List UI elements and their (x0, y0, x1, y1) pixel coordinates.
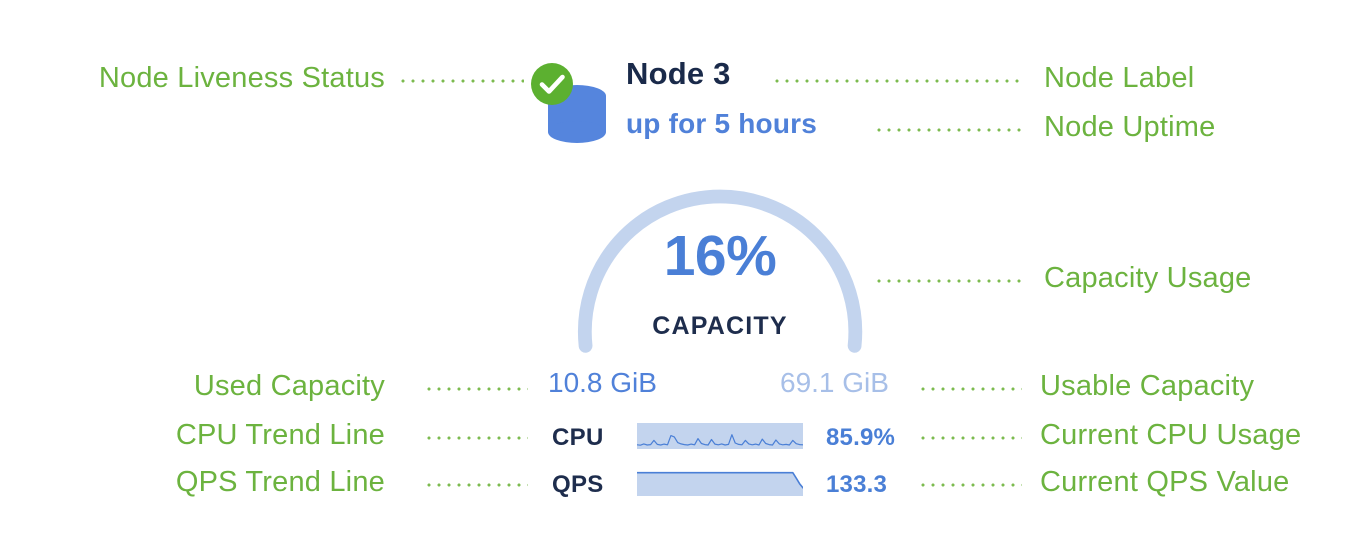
leader-node-uptime (874, 128, 1022, 132)
database-healthy-icon[interactable] (524, 58, 616, 150)
leader-current-cpu-usage (918, 436, 1022, 440)
annotation-qps-trend-line: QPS Trend Line (175, 466, 385, 498)
leader-cpu-trend-line (424, 436, 528, 440)
qps-trend-sparkline[interactable] (636, 470, 804, 496)
leader-capacity-usage (874, 279, 1022, 283)
qps-current-value: 133.3 (826, 471, 888, 498)
leader-node-label (772, 79, 1022, 83)
qps-label: QPS (552, 471, 604, 498)
annotation-node-liveness-status: Node Liveness Status (98, 62, 385, 94)
leader-qps-trend-line (424, 483, 528, 487)
annotation-used-capacity: Used Capacity (193, 370, 385, 402)
leader-current-qps-value (918, 483, 1022, 487)
leader-used-capacity (424, 387, 528, 391)
used-capacity-value: 10.8 GiB (548, 367, 657, 398)
annotation-current-cpu-usage: Current CPU Usage (1040, 419, 1302, 451)
annotation-usable-capacity: Usable Capacity (1040, 370, 1255, 402)
node-label[interactable]: Node 3 (626, 56, 731, 91)
capacity-caption: CAPACITY (652, 312, 788, 340)
gauge-track (578, 189, 863, 353)
leader-node-liveness-status (398, 79, 524, 83)
annotation-node-label: Node Label (1044, 62, 1195, 94)
annotation-cpu-trend-line: CPU Trend Line (175, 419, 385, 451)
leader-usable-capacity (918, 387, 1022, 391)
node-uptime: up for 5 hours (626, 108, 818, 139)
cpu-trend-sparkline[interactable] (636, 423, 804, 449)
cpu-current-value: 85.9% (826, 424, 896, 451)
check-circle-icon (531, 63, 573, 105)
capacity-percent: 16% (663, 224, 777, 288)
annotation-node-uptime: Node Uptime (1044, 111, 1216, 143)
database-cylinder-icon (548, 85, 606, 143)
annotation-current-qps-value: Current QPS Value (1040, 466, 1290, 498)
annotation-capacity-usage: Capacity Usage (1044, 262, 1252, 294)
cpu-label: CPU (552, 424, 604, 451)
usable-capacity-value: 69.1 GiB (780, 367, 889, 398)
